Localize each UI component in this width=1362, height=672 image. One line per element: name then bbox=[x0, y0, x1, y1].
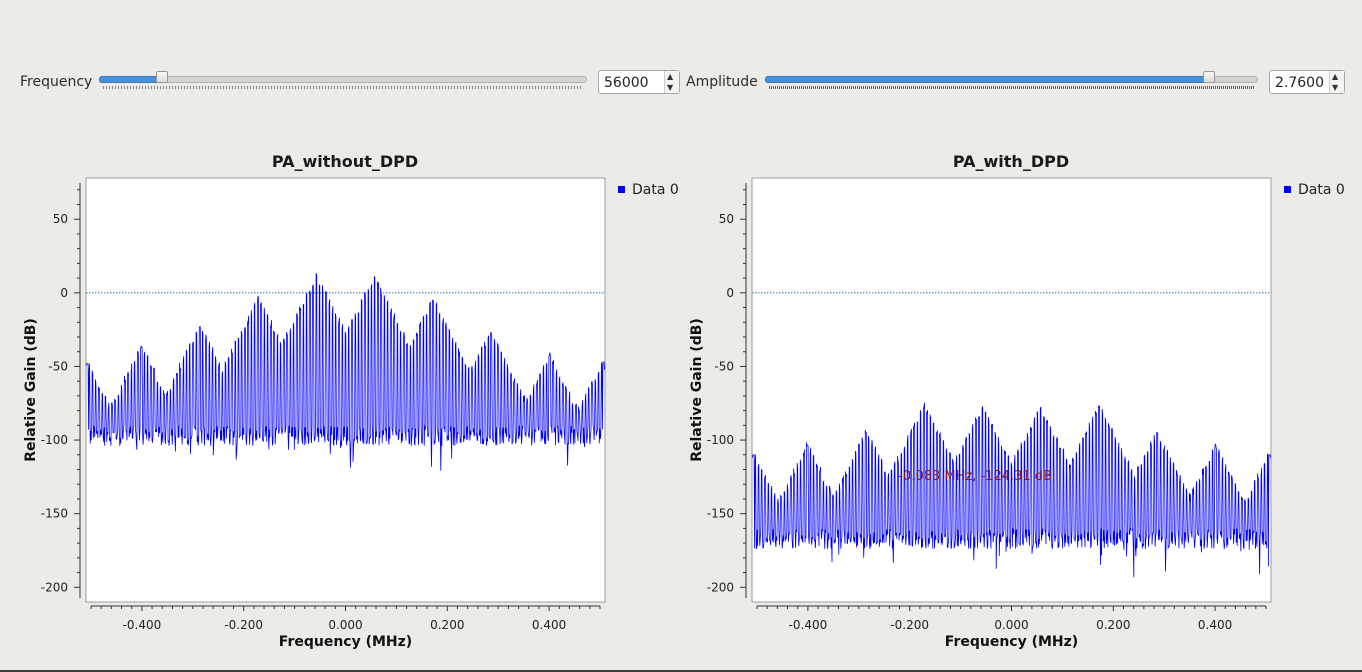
x-axis-label: Frequency (MHz) bbox=[279, 634, 412, 650]
marker-readout: -0.083 MHz, -124.31 dB bbox=[898, 469, 1052, 484]
spin-down-icon[interactable]: ▼ bbox=[1332, 83, 1339, 92]
spin-up-icon[interactable]: ▲ bbox=[1332, 72, 1339, 81]
y-tick-label: -100 bbox=[41, 433, 68, 447]
amplitude-value: 2.7600 bbox=[1275, 75, 1324, 91]
y-tick-label: -100 bbox=[707, 433, 734, 447]
legend-label: Data 0 bbox=[632, 182, 679, 198]
frequency-value: 56000 bbox=[604, 75, 649, 91]
legend-label: Data 0 bbox=[1298, 182, 1345, 198]
frequency-slider[interactable] bbox=[99, 71, 587, 92]
x-tick-label: 0.400 bbox=[1198, 618, 1232, 632]
x-tick-label: -0.400 bbox=[789, 618, 828, 632]
chart-title-without-dpd: PA_without_DPD bbox=[271, 152, 419, 171]
chart-title-with-dpd: PA_with_DPD bbox=[952, 152, 1070, 171]
x-axis-label: Frequency (MHz) bbox=[945, 634, 1078, 650]
x-tick-label: 0.000 bbox=[994, 618, 1028, 632]
x-tick-label: 0.200 bbox=[430, 618, 464, 632]
plot-pa-with-dpd[interactable]: 50 0 -50 -100 -150 -200 Relative Gain (dB) -0.4… bbox=[666, 0, 1362, 672]
spin-down-icon[interactable]: ▼ bbox=[667, 83, 674, 92]
x-tick-label: -0.400 bbox=[123, 618, 162, 632]
y-tick-label: 0 bbox=[726, 286, 734, 300]
bottom-border bbox=[0, 670, 1362, 672]
y-tick-label: 50 bbox=[53, 212, 68, 226]
y-tick-label: -150 bbox=[707, 507, 734, 521]
frequency-label: Frequency bbox=[20, 74, 93, 90]
y-tick-label: -200 bbox=[707, 580, 734, 594]
plot-area bbox=[751, 177, 1272, 603]
plot-pa-without-dpd[interactable]: 50 0 -50 -100 -150 -200 Relative Gain (dB) -0.4… bbox=[0, 0, 681, 672]
y-tick-label: -50 bbox=[48, 359, 68, 373]
amplitude-label: Amplitude bbox=[686, 74, 758, 90]
x-tick-label: -0.200 bbox=[224, 618, 263, 632]
y-tick-label: 0 bbox=[60, 286, 68, 300]
y-tick-label: -200 bbox=[41, 580, 68, 594]
series-trace bbox=[751, 402, 1272, 578]
x-tick-label: 0.000 bbox=[328, 618, 362, 632]
frequency-spinbox[interactable]: 56000 ▲ ▼ bbox=[598, 70, 680, 94]
plot-area bbox=[85, 177, 606, 603]
y-axis-label: Relative Gain (dB) bbox=[23, 318, 39, 462]
series-trace bbox=[85, 273, 606, 471]
x-tick-label: 0.200 bbox=[1096, 618, 1130, 632]
y-axis-label: Relative Gain (dB) bbox=[689, 318, 705, 462]
y-tick-label: -50 bbox=[714, 359, 734, 373]
legend-swatch bbox=[618, 186, 625, 193]
amplitude-spinbox[interactable]: 2.7600 ▲ ▼ bbox=[1269, 70, 1345, 94]
x-tick-label: -0.200 bbox=[890, 618, 929, 632]
y-tick-label: 50 bbox=[719, 212, 734, 226]
frequency-slider-ticks bbox=[103, 86, 583, 89]
amplitude-slider[interactable] bbox=[765, 71, 1258, 92]
amplitude-slider-ticks bbox=[769, 86, 1254, 89]
frequency-slider-handle[interactable] bbox=[156, 71, 168, 83]
spin-up-icon[interactable]: ▲ bbox=[667, 72, 674, 81]
amplitude-slider-handle[interactable] bbox=[1203, 71, 1215, 83]
frequency-spin-arrows[interactable]: ▲ ▼ bbox=[664, 71, 679, 93]
legend-swatch bbox=[1284, 186, 1291, 193]
amplitude-spin-arrows[interactable]: ▲ ▼ bbox=[1329, 71, 1344, 93]
x-tick-label: 0.400 bbox=[532, 618, 566, 632]
y-tick-label: -150 bbox=[41, 507, 68, 521]
